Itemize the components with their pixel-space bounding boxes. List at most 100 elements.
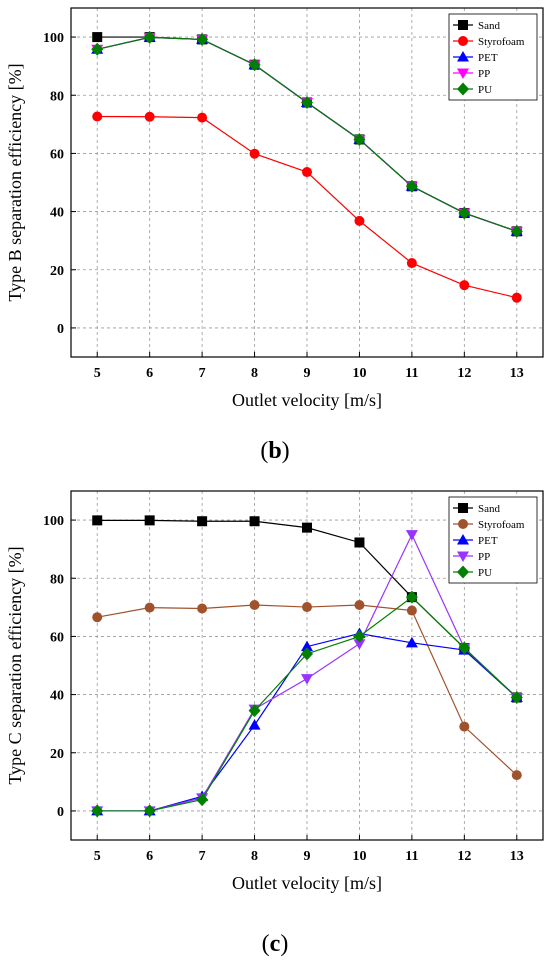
legend-label: Styrofoam: [478, 36, 525, 48]
x-axis-label: Outlet velocity [m/s]: [232, 873, 382, 893]
legend-marker: [457, 68, 469, 79]
legend: Sand Styrofoam PET PP PU: [448, 496, 538, 584]
data-point-sand: [144, 515, 155, 526]
data-point-pet: [405, 636, 418, 648]
y-tick-label: 20: [50, 264, 64, 279]
data-point-pu: [196, 793, 209, 807]
x-tick-label: 13: [510, 849, 524, 864]
x-tick-label: 13: [510, 366, 524, 381]
series-styrofoam: [92, 600, 522, 781]
data-point-styrofoam: [406, 258, 417, 269]
axis-ticks: 5 6 7 8 9 10 11 12 13 0 20 40 60 80 100: [43, 514, 524, 864]
data-point-pu: [196, 32, 209, 46]
data-point-styrofoam: [511, 292, 522, 303]
legend-marker: [457, 82, 469, 96]
data-point-styrofoam: [511, 770, 522, 781]
x-tick-label: 8: [251, 366, 258, 381]
data-point-pu: [248, 58, 261, 72]
legend: Sand Styrofoam PET PP PU: [448, 13, 538, 101]
x-tick-label: 10: [352, 366, 366, 381]
x-tick-label: 11: [405, 849, 418, 864]
data-point-pu: [248, 704, 261, 718]
legend-label: PU: [478, 567, 492, 579]
data-point-pu: [510, 224, 523, 238]
data-point-styrofoam: [406, 605, 417, 616]
y-tick-label: 20: [50, 747, 64, 762]
chart-c: 5 6 7 8 9 10 11 12 13 0 20 40 60 80 100 Outlet velocity…: [5, 490, 544, 893]
data-point-styrofoam: [197, 603, 208, 614]
x-tick-label: 7: [199, 366, 206, 381]
x-axis-label: Outlet velocity [m/s]: [232, 390, 382, 410]
data-point-pu: [405, 179, 418, 193]
y-tick-label: 40: [50, 206, 64, 221]
y-tick-label: 80: [50, 572, 64, 587]
y-tick-label: 0: [57, 322, 64, 337]
data-point-styrofoam: [92, 612, 103, 623]
chart-panel-c: 5 6 7 8 9 10 11 12 13 0 20 40 60 80 100 Outlet velocity…: [0, 483, 550, 966]
data-point-pu: [510, 690, 523, 704]
data-point-pp: [301, 674, 313, 685]
data-point-pp: [405, 530, 418, 541]
grid: [71, 8, 543, 357]
data-point-styrofoam: [459, 721, 470, 732]
y-tick-label: 100: [43, 31, 64, 46]
data-point-sand: [92, 515, 103, 526]
legend-marker: [458, 503, 468, 513]
x-tick-label: 10: [352, 849, 366, 864]
legend-label: Sand: [478, 503, 501, 515]
y-tick-label: 80: [50, 89, 64, 104]
x-tick-label: 5: [94, 849, 101, 864]
data-point-pu: [91, 42, 104, 56]
series-pu: [91, 590, 523, 818]
data-point-pet: [301, 640, 313, 652]
panel-label-b: (b): [260, 438, 290, 464]
x-tick-label: 12: [457, 366, 471, 381]
legend-marker: [458, 20, 468, 30]
legend-marker: [458, 36, 468, 46]
data-point-pu: [143, 30, 156, 44]
y-axis-label: Type C separation efficiency [%]: [5, 546, 25, 784]
legend-label: PP: [478, 68, 490, 80]
panel-label-c: (c): [261, 931, 289, 957]
series-styrofoam: [92, 111, 522, 303]
x-tick-label: 5: [94, 366, 101, 381]
data-point-styrofoam: [354, 600, 365, 611]
data-point-styrofoam: [354, 215, 365, 226]
x-tick-label: 9: [304, 366, 311, 381]
y-axis-label: Type B separation efficiency [%]: [5, 63, 25, 301]
legend-marker: [457, 534, 469, 545]
x-tick-label: 6: [146, 849, 153, 864]
legend-label: Sand: [478, 20, 501, 32]
data-point-styrofoam: [144, 111, 155, 122]
data-point-pp: [353, 639, 366, 650]
x-tick-label: 9: [304, 849, 311, 864]
data-point-styrofoam: [302, 167, 312, 178]
data-point-pu: [353, 629, 366, 643]
y-tick-label: 0: [57, 805, 64, 820]
data-point-styrofoam: [459, 280, 470, 291]
legend-marker: [457, 51, 469, 62]
x-tick-label: 7: [199, 849, 206, 864]
data-point-pu: [143, 804, 156, 818]
x-tick-label: 12: [457, 849, 471, 864]
data-point-styrofoam: [249, 600, 260, 611]
data-point-sand: [302, 522, 312, 533]
data-point-sand: [354, 537, 365, 548]
series-pu: [91, 30, 523, 238]
data-point-pet: [248, 719, 261, 730]
legend-marker: [458, 519, 468, 529]
legend-label: Styrofoam: [478, 519, 525, 531]
y-tick-label: 60: [50, 147, 64, 162]
y-tick-label: 100: [43, 514, 64, 529]
y-tick-label: 40: [50, 689, 64, 704]
data-point-styrofoam: [249, 148, 260, 159]
axis-ticks: 5 6 7 8 9 10 11 12 13 0 20 40 60 80 100: [43, 31, 524, 381]
data-point-styrofoam: [92, 111, 103, 122]
data-point-styrofoam: [144, 602, 155, 613]
legend-label: PET: [478, 535, 498, 547]
legend-marker: [457, 551, 469, 562]
y-tick-label: 60: [50, 630, 64, 645]
x-tick-label: 6: [146, 366, 153, 381]
x-tick-label: 11: [405, 366, 418, 381]
legend-label: PP: [478, 551, 490, 563]
